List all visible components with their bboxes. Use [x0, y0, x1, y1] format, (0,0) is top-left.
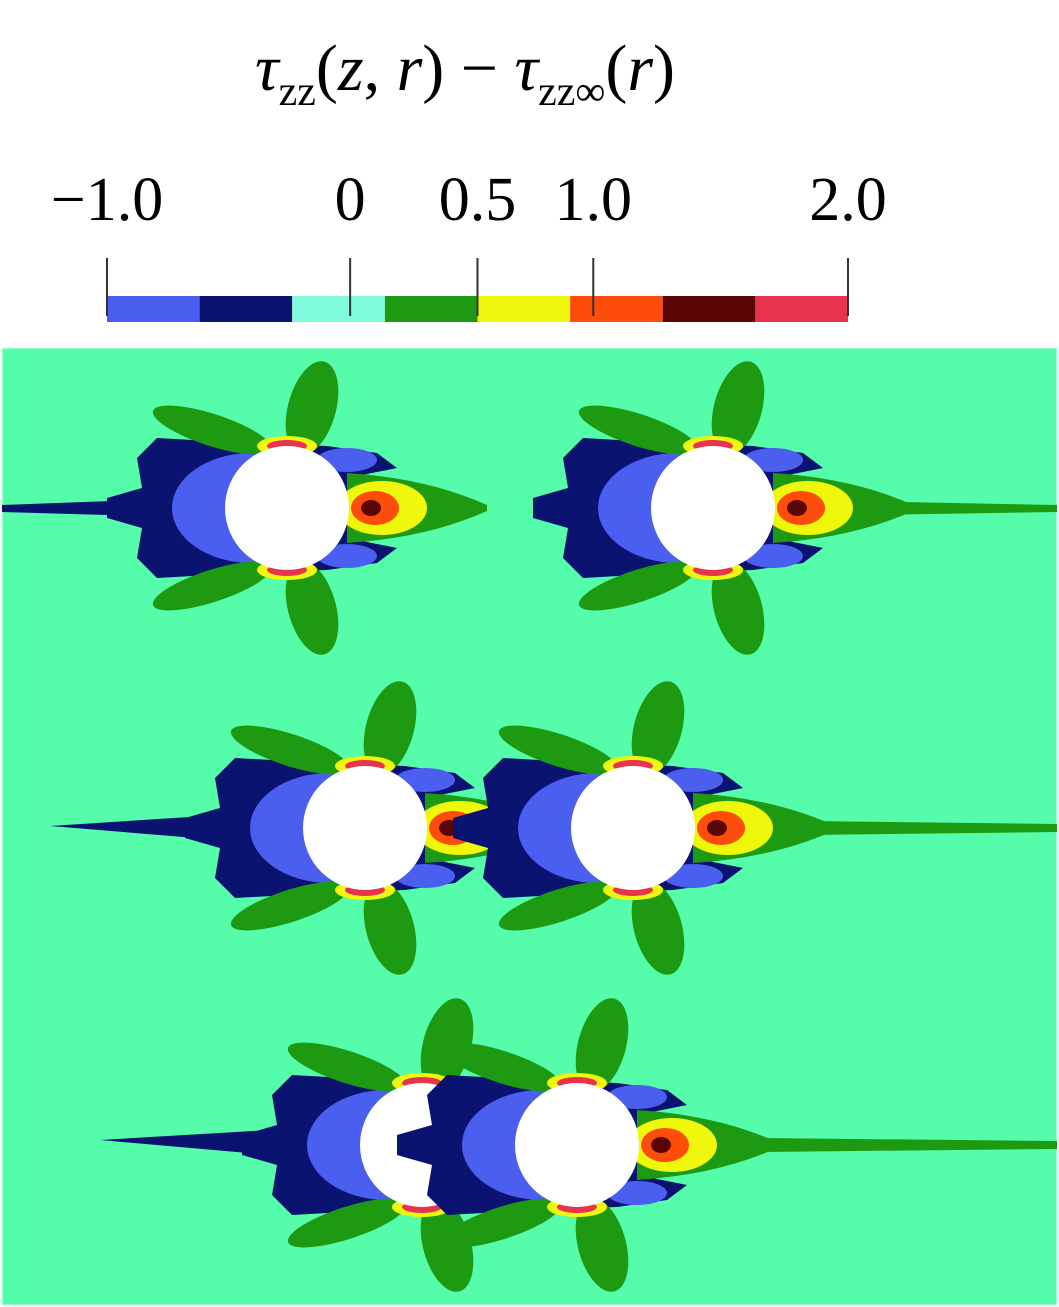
- colorbar-tick-label: 0: [335, 166, 366, 234]
- title-part: r: [627, 32, 653, 105]
- title-part: (: [605, 32, 627, 105]
- title-part: zz∞: [538, 69, 605, 115]
- colorbar-segment: [199, 296, 293, 322]
- contour-plot: [1, 347, 1058, 1306]
- title: τzz(z, r) − τzz∞(r): [255, 32, 675, 115]
- wake-tail: [2, 490, 160, 526]
- title-part: ,: [364, 32, 397, 105]
- colorbar-segment: [755, 296, 848, 322]
- colorbar-segment: [477, 296, 571, 322]
- title-part: r: [397, 32, 423, 105]
- colorbar-segment: [292, 296, 385, 322]
- colorbar-segment: [662, 296, 756, 322]
- title-part: τ: [514, 32, 540, 105]
- colorbar-tick-label: 1.0: [555, 166, 633, 234]
- title-part: (: [316, 32, 338, 105]
- colorbar: −1.0 0 0.5 1.0 2.0: [51, 166, 887, 322]
- colorbar-segment: [107, 296, 200, 322]
- colorbar-tick-label: 0.5: [439, 166, 517, 234]
- title-part: τ: [255, 32, 281, 105]
- wake-tail: [50, 815, 220, 840]
- title-part: ) −: [422, 32, 514, 105]
- title-part: z: [337, 32, 364, 105]
- title-part: ): [653, 32, 675, 105]
- colorbar-segment: [570, 296, 663, 322]
- colorbar-tick-label: −1.0: [51, 166, 163, 234]
- colorbar-segment: [384, 296, 478, 322]
- wake-tail: [100, 1130, 270, 1155]
- title-part: zz: [279, 69, 316, 115]
- title-text: τzz(z, r) − τzz∞(r): [255, 32, 675, 115]
- colorbar-tick-label: 2.0: [809, 166, 887, 234]
